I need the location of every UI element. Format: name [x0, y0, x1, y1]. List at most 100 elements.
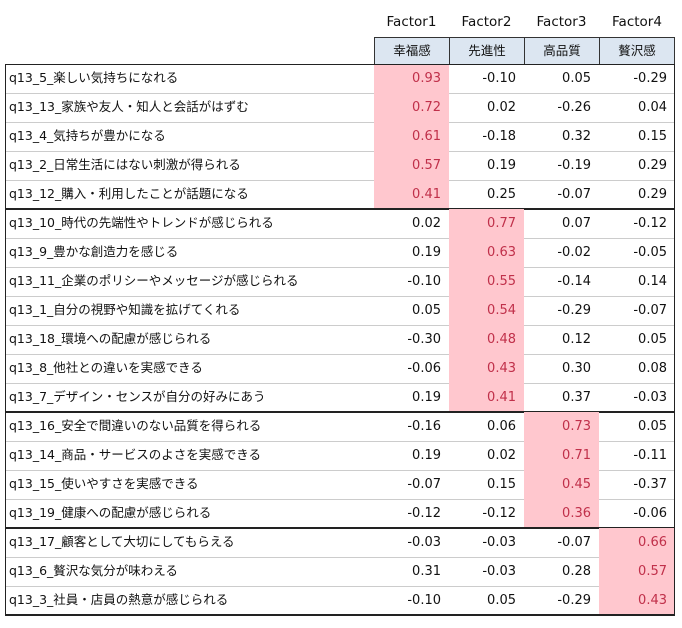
loading-value: -0.07 [557, 535, 591, 550]
row-line [5, 499, 675, 500]
loading-value: 0.04 [638, 100, 667, 115]
factor-label: 先進性 [449, 37, 525, 65]
loading-value: 0.57 [374, 151, 449, 180]
loading-value: 0.19 [412, 448, 441, 463]
loading-value: 0.05 [638, 332, 667, 347]
row-label: q13_13_家族や友人・知人と会話がはずむ [9, 99, 249, 115]
loading-value: -0.30 [407, 332, 441, 347]
loading-value: 0.61 [374, 122, 449, 151]
loading-value: 0.28 [562, 564, 591, 579]
loading-value: 0.30 [562, 361, 591, 376]
row-label: q13_16_安全で間違いのない品質を得られる [9, 418, 262, 434]
row-line [5, 383, 675, 384]
loading-value: -0.12 [407, 506, 441, 521]
loading-value: 0.43 [449, 354, 524, 383]
loading-value: 0.02 [412, 216, 441, 231]
row-label: q13_4_気持ちが豊かになる [9, 128, 166, 144]
loading-value: 0.14 [638, 274, 667, 289]
loading-value: 0.15 [638, 129, 667, 144]
loading-value: -0.03 [482, 535, 516, 550]
loading-value: -0.10 [407, 274, 441, 289]
loading-value: 0.05 [412, 303, 441, 318]
row-label: q13_7_デザイン・センスが自分の好みにあう [9, 389, 266, 405]
loading-value: 0.05 [638, 419, 667, 434]
loading-value: -0.06 [407, 361, 441, 376]
loading-value: 0.37 [562, 390, 591, 405]
loading-value: -0.07 [557, 187, 591, 202]
loading-value: -0.03 [633, 390, 667, 405]
loading-value: -0.03 [407, 535, 441, 550]
group-line [5, 411, 675, 413]
loading-value: -0.12 [633, 216, 667, 231]
row-line [5, 441, 675, 442]
row-label: q13_19_健康への配慮が感じられる [9, 505, 212, 521]
loading-value: 0.15 [487, 477, 516, 492]
row-label: q13_18_環境への配慮が感じられる [9, 331, 212, 347]
row-label: q13_10_時代の先端性やトレンドが感じられる [9, 215, 274, 231]
loading-value: -0.29 [633, 71, 667, 86]
loading-value: -0.37 [633, 477, 667, 492]
loading-value: -0.07 [633, 303, 667, 318]
row-line [5, 267, 675, 268]
row-label: q13_11_企業のポリシーやメッセージが感じられる [9, 273, 299, 289]
loading-value: 0.72 [374, 93, 449, 122]
loading-value: -0.02 [557, 245, 591, 260]
loading-value: 0.57 [599, 557, 675, 586]
row-line [5, 325, 675, 326]
loading-value: 0.41 [449, 383, 524, 412]
loading-value: -0.16 [407, 419, 441, 434]
row-line [5, 238, 675, 239]
factor-header: Factor2 [461, 14, 512, 31]
loading-value: 0.29 [638, 187, 667, 202]
table-border [5, 64, 675, 616]
row-label: q13_8_他社との違いを実感できる [9, 360, 203, 376]
group-line [5, 208, 675, 210]
row-line [5, 180, 675, 181]
loading-value: -0.18 [482, 129, 516, 144]
loading-value: 0.07 [562, 216, 591, 231]
loading-value: 0.66 [599, 528, 675, 557]
loading-value: 0.31 [412, 564, 441, 579]
loading-value: -0.29 [557, 303, 591, 318]
group-line [5, 527, 675, 529]
loading-value: 0.41 [374, 180, 449, 209]
row-line [5, 557, 675, 558]
loading-value: 0.19 [487, 158, 516, 173]
loading-value: 0.77 [449, 209, 524, 238]
loading-value: 0.55 [449, 267, 524, 296]
row-line [5, 93, 675, 94]
loading-value: -0.03 [482, 564, 516, 579]
loading-value: 0.73 [524, 412, 599, 441]
row-label: q13_5_楽しい気持ちになれる [9, 70, 179, 86]
row-label: q13_12_購入・利用したことが話題になる [9, 186, 249, 202]
loading-value: 0.19 [412, 390, 441, 405]
loading-value: -0.26 [557, 100, 591, 115]
loading-value: -0.07 [407, 477, 441, 492]
loading-value: -0.10 [407, 593, 441, 608]
group-line [5, 64, 675, 65]
loading-value: 0.29 [638, 158, 667, 173]
row-label: q13_1_自分の視野や知識を拡げてくれる [9, 302, 241, 318]
loading-value: 0.02 [487, 100, 516, 115]
loading-value: -0.14 [557, 274, 591, 289]
row-label: q13_9_豊かな創造力を感じる [9, 244, 179, 260]
loading-value: 0.25 [487, 187, 516, 202]
loading-value: 0.93 [374, 64, 449, 93]
loading-value: 0.06 [487, 419, 516, 434]
factor-label: 高品質 [524, 37, 600, 65]
loading-value: 0.71 [524, 441, 599, 470]
loading-value: 0.36 [524, 499, 599, 528]
loading-value: 0.45 [524, 470, 599, 499]
factor-header: Factor3 [536, 14, 587, 31]
loading-value: -0.10 [482, 71, 516, 86]
factor-label: 贅沢感 [599, 37, 675, 65]
factor-header: Factor1 [386, 14, 437, 31]
loading-value: -0.05 [633, 245, 667, 260]
factor-header: Factor4 [612, 14, 662, 31]
loading-value: 0.32 [562, 129, 591, 144]
row-label: q13_17_顧客として大切にしてもらえる [9, 534, 235, 550]
row-line [5, 151, 675, 152]
loading-value: -0.12 [482, 506, 516, 521]
row-line [5, 470, 675, 471]
